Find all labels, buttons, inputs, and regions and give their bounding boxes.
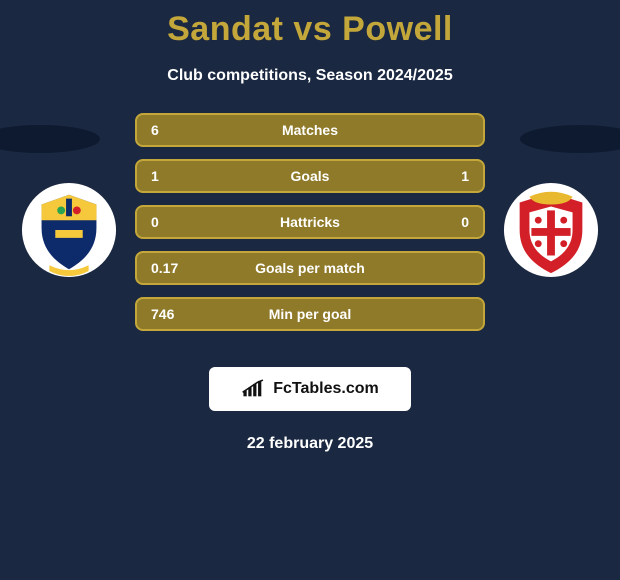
stat-left-value: 0 — [151, 214, 191, 230]
snapshot-date: 22 february 2025 — [0, 435, 620, 453]
stat-left-value: 1 — [151, 168, 191, 184]
team-crest-right — [502, 181, 600, 279]
shadow-ellipse-right — [520, 125, 620, 153]
bar-chart-icon — [241, 379, 267, 399]
stat-rows: 6 Matches 1 Goals 1 0 Hattricks 0 0.17 G… — [135, 113, 485, 343]
brand-logo: FcTables.com — [209, 367, 411, 411]
stat-row: 0 Hattricks 0 — [135, 205, 485, 239]
stat-left-value: 6 — [151, 122, 191, 138]
comparison-arena: 6 Matches 1 Goals 1 0 Hattricks 0 0.17 G… — [0, 103, 620, 363]
stat-row: 1 Goals 1 — [135, 159, 485, 193]
stat-right-value: 0 — [429, 214, 469, 230]
stat-row: 0.17 Goals per match — [135, 251, 485, 285]
page-subtitle: Club competitions, Season 2024/2025 — [0, 67, 620, 85]
page-title: Sandat vs Powell — [0, 0, 620, 49]
stat-right-value: 1 — [429, 168, 469, 184]
stat-left-value: 746 — [151, 306, 191, 322]
stat-row: 746 Min per goal — [135, 297, 485, 331]
shadow-ellipse-left — [0, 125, 100, 153]
team-crest-left — [20, 181, 118, 279]
stat-left-value: 0.17 — [151, 260, 191, 276]
brand-text: FcTables.com — [273, 380, 379, 398]
stat-row: 6 Matches — [135, 113, 485, 147]
